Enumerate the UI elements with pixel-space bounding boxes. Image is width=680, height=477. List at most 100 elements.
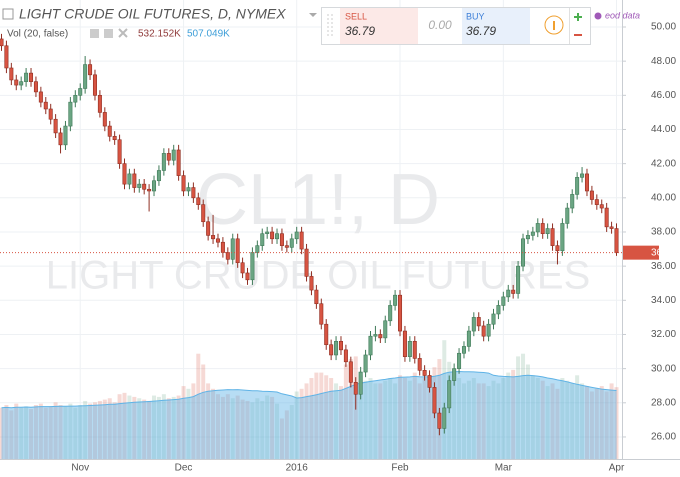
volume-bar <box>427 375 432 459</box>
y-tick-label: 28.00 <box>651 397 676 408</box>
buy-button[interactable] <box>462 8 530 44</box>
candle-body <box>260 233 265 246</box>
volume-bar <box>240 399 245 459</box>
candle-body <box>452 368 457 381</box>
candle-body <box>235 238 240 264</box>
volume-bar <box>422 378 427 459</box>
candle-body <box>156 170 161 182</box>
candle-body <box>73 95 78 103</box>
volume-bar <box>78 405 83 459</box>
candle-body <box>555 245 560 252</box>
candle-body <box>127 173 132 185</box>
volume-bar <box>58 405 63 459</box>
candle-body <box>334 341 339 356</box>
volume-bar <box>156 396 161 459</box>
candle-body <box>265 231 270 234</box>
candle-body <box>476 317 481 327</box>
volume-bar <box>142 399 147 459</box>
volume-bar <box>245 400 250 459</box>
volume-bar <box>63 406 68 459</box>
y-tick-label: 40.00 <box>651 192 676 203</box>
volume-bar <box>535 378 540 459</box>
candle-body <box>132 173 137 188</box>
volume-bar <box>594 388 599 459</box>
candle-body <box>230 238 235 260</box>
candle-body <box>299 231 304 250</box>
last-price-tag <box>623 245 659 260</box>
volume-bar <box>97 400 102 459</box>
y-tick-label: 36.00 <box>651 261 676 272</box>
volume-layer <box>0 340 619 459</box>
candle-body <box>540 223 545 234</box>
candle-body <box>471 317 476 332</box>
candle-body <box>329 344 334 356</box>
volume-bar <box>255 398 260 459</box>
x-tick-label: Mar <box>495 463 513 474</box>
volume-bar <box>368 378 373 459</box>
data-source: eod data <box>605 10 640 20</box>
candle-body <box>314 289 319 305</box>
candle-body <box>393 294 398 306</box>
candle-body <box>589 190 594 200</box>
candle-body <box>137 183 142 188</box>
info-icon[interactable] <box>544 15 564 35</box>
candle-body <box>33 81 38 93</box>
sell-button[interactable] <box>340 8 418 44</box>
candle-body <box>447 380 452 409</box>
volume-bar <box>614 387 619 459</box>
candle-body <box>201 204 206 223</box>
drag-handle[interactable] <box>327 14 333 38</box>
volume-bar <box>112 402 117 459</box>
volume-bar <box>9 410 14 459</box>
volume-bar <box>196 353 201 459</box>
candle-body <box>181 175 186 192</box>
title-dropdown[interactable] <box>309 13 317 17</box>
volume-bar <box>132 396 137 459</box>
candle-body <box>92 74 97 96</box>
candle-body <box>0 38 4 47</box>
volume-bar <box>161 394 166 459</box>
candle-body <box>206 221 211 236</box>
candle-body <box>398 294 403 332</box>
candle-body <box>511 289 516 294</box>
volume-bar <box>338 386 343 459</box>
info-icon-mark <box>553 21 555 30</box>
candle-body <box>530 231 535 236</box>
candle-body <box>521 238 526 267</box>
legend-eye-icon[interactable] <box>90 29 99 38</box>
volume-bar <box>73 407 78 459</box>
candle-body <box>560 223 565 252</box>
volume-bar <box>102 399 107 459</box>
legend-settings-icon[interactable] <box>104 29 113 38</box>
buy-price: 36.79 <box>466 24 496 38</box>
y-tick-label: 30.00 <box>651 363 676 374</box>
plus-button[interactable] <box>574 13 582 21</box>
volume-bar <box>43 407 48 459</box>
volume-legend-name: Vol (20, false) <box>7 29 68 40</box>
volume-bar <box>461 383 466 459</box>
candle-body <box>575 177 580 195</box>
symbol-icon[interactable] <box>2 8 14 20</box>
volume-bar <box>378 383 383 459</box>
volume-bar <box>457 378 462 459</box>
candle-body <box>48 108 53 120</box>
volume-bar <box>309 378 314 459</box>
candle-body <box>215 238 220 243</box>
volume-bar <box>127 395 132 459</box>
candle-body <box>604 207 609 228</box>
watermark: CL1!, D <box>196 160 440 240</box>
volume-bar <box>329 378 334 459</box>
candle-body <box>417 358 422 371</box>
candle-body <box>383 320 388 339</box>
volume-bar <box>417 383 422 459</box>
candle-body <box>43 101 48 110</box>
legend-close-icon[interactable] <box>118 28 128 38</box>
volume-bar <box>334 383 339 459</box>
sell-price: 36.79 <box>345 24 375 38</box>
candle-body <box>245 272 250 281</box>
volume-bar <box>171 396 176 459</box>
candle-body <box>289 238 294 248</box>
volume-bar <box>19 407 24 459</box>
